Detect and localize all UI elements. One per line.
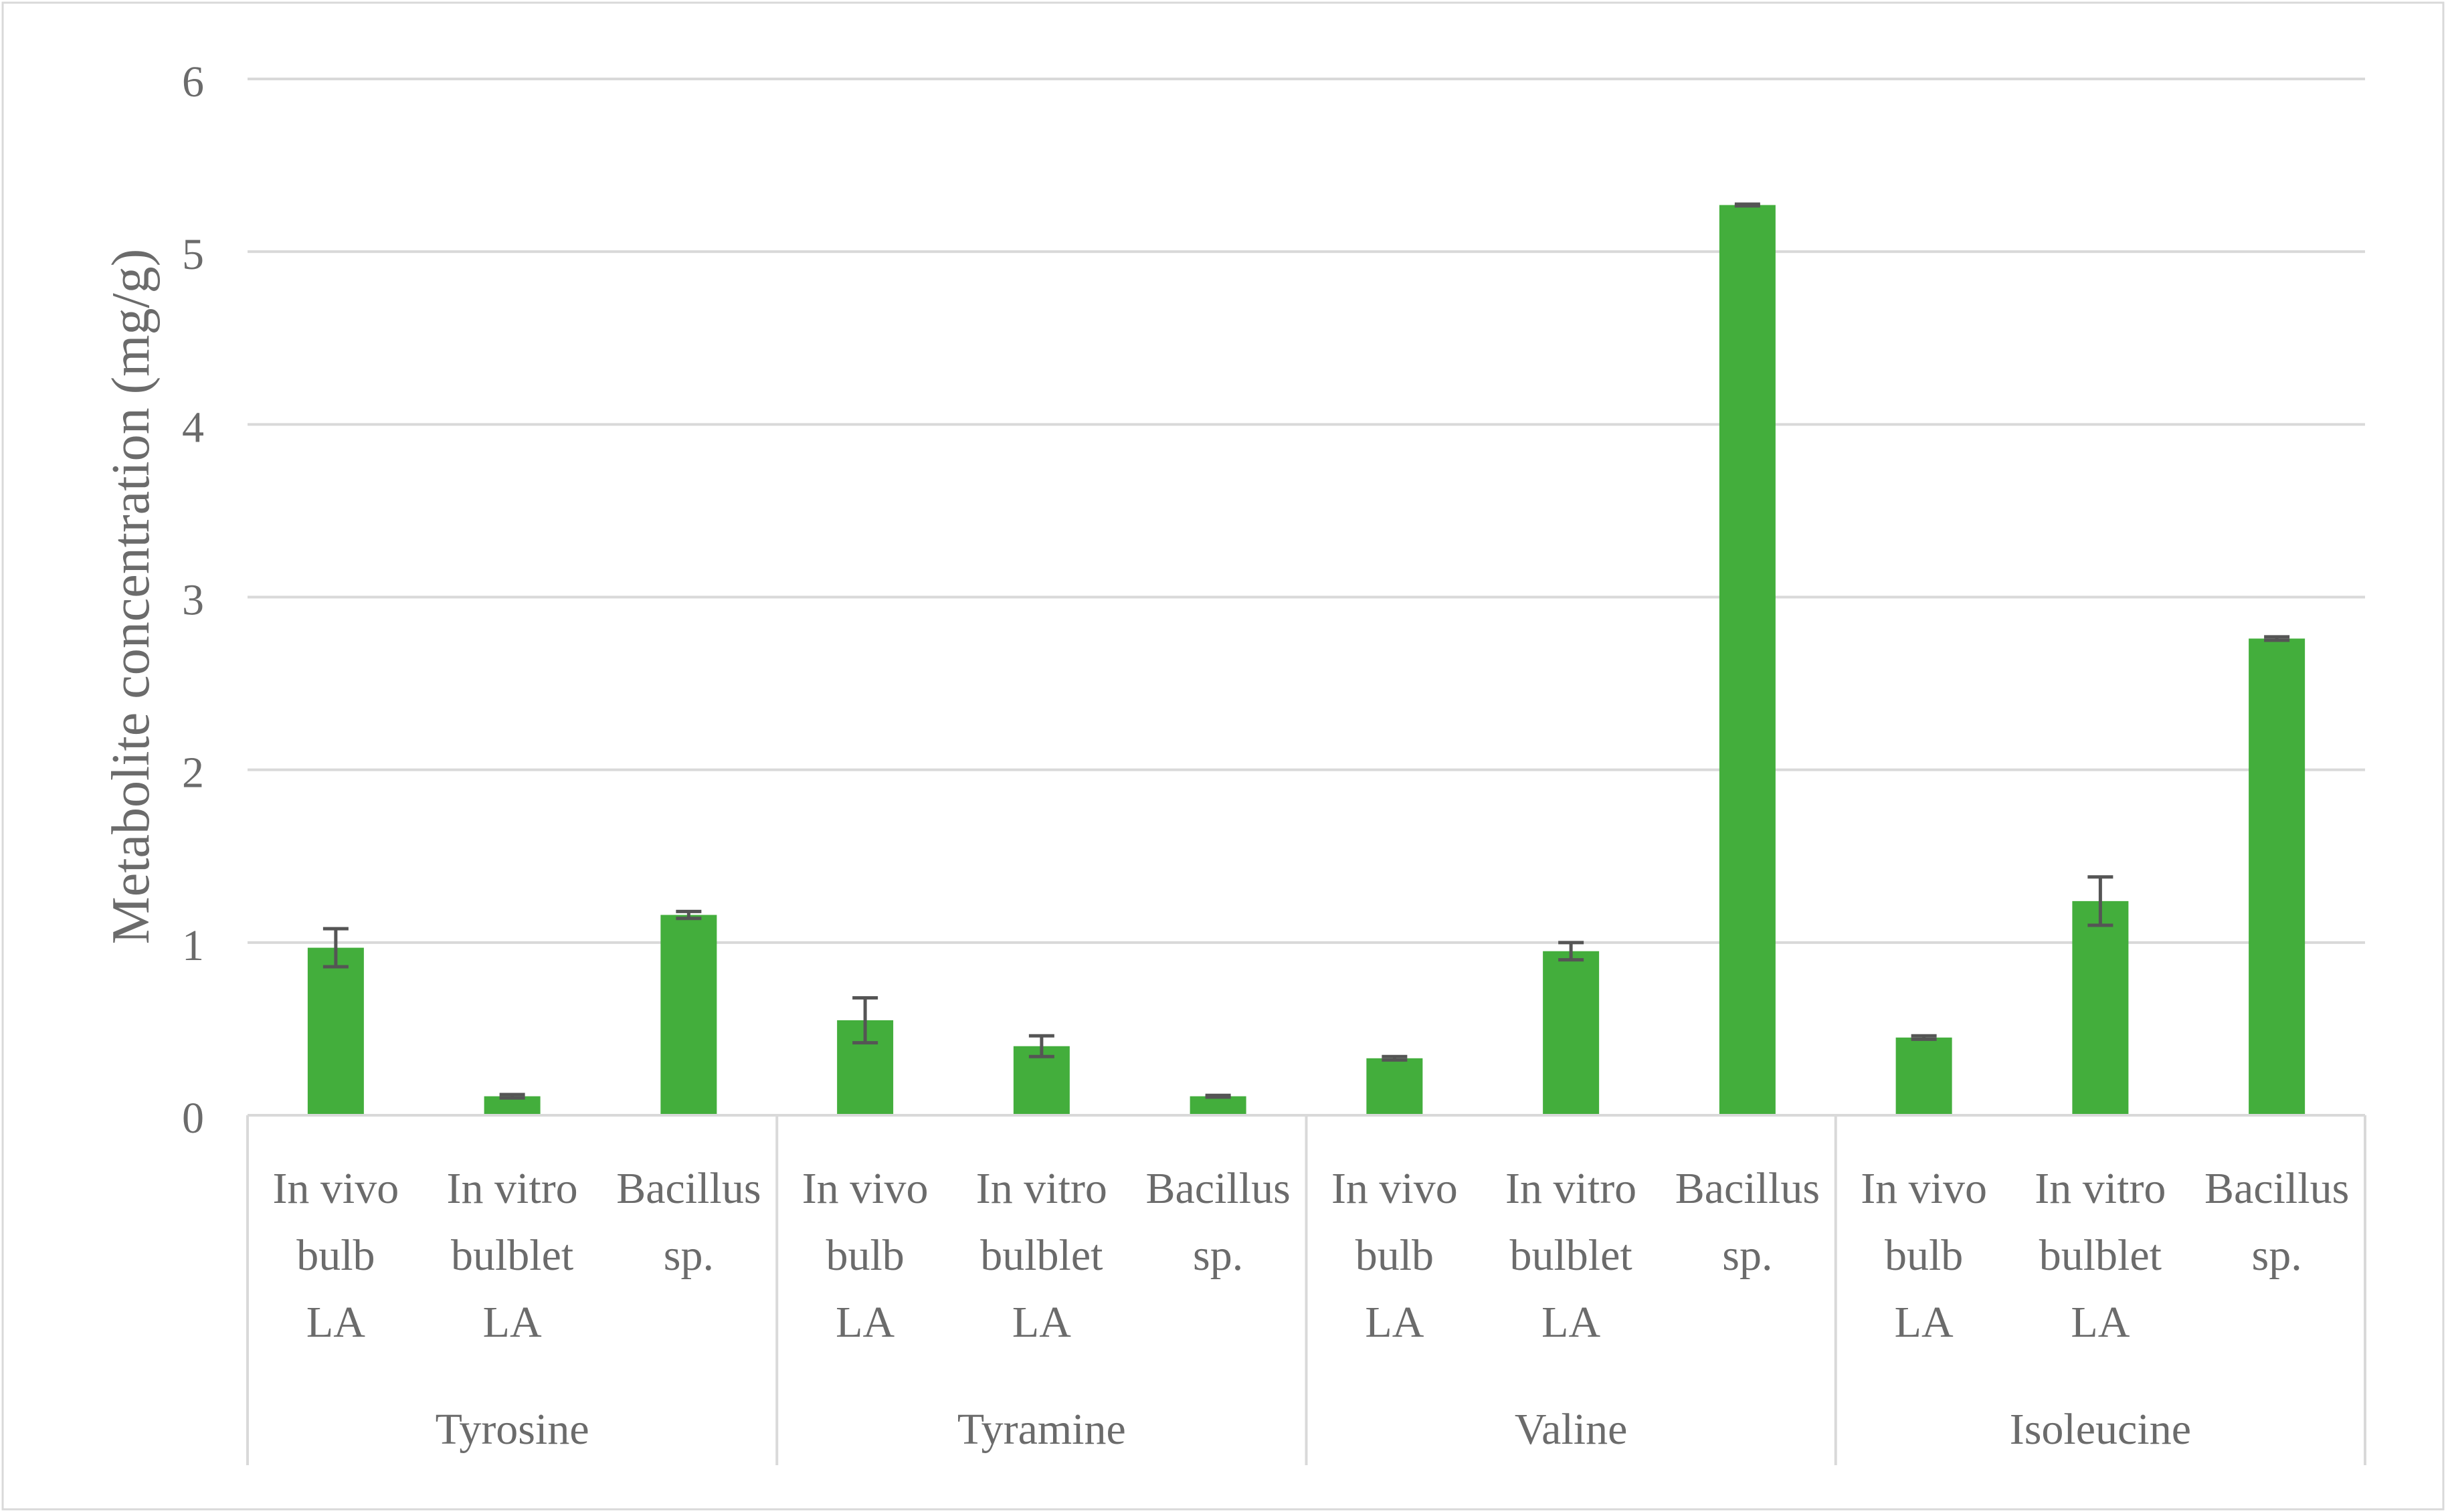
category-label: In vitro bulblet LA (2035, 1164, 2166, 1347)
category-label: In vitro bulblet LA (447, 1164, 578, 1347)
error-bar (499, 1093, 525, 1100)
category-label: Bacillus sp. (1675, 1164, 1820, 1280)
error-bar (852, 996, 878, 1045)
group-label: Isoleucine (2010, 1405, 2191, 1454)
bar (1543, 951, 1600, 1115)
bar (2072, 901, 2129, 1115)
y-axis-title: Metabolite concentration (mg/g) (102, 249, 161, 945)
y-tick-label: 1 (182, 921, 204, 970)
category-label: Bacillus sp. (1145, 1164, 1290, 1280)
category-label: Bacillus sp. (2204, 1164, 2349, 1280)
bar (1895, 1037, 1952, 1115)
bars (307, 205, 2306, 1115)
error-bar (1028, 1034, 1054, 1058)
error-bar (1734, 202, 1760, 208)
error-bar (1911, 1034, 1937, 1041)
error-bars (322, 202, 2290, 1100)
y-tick-label: 0 (182, 1094, 204, 1143)
bar (1719, 205, 1776, 1115)
bar (307, 947, 364, 1115)
error-bar (1558, 941, 1584, 962)
y-tick-label: 4 (182, 403, 204, 452)
group-label: Tyramine (957, 1405, 1126, 1454)
bar (660, 915, 717, 1115)
y-axis-ticks: 0 1 2 3 4 5 6 (182, 58, 204, 1143)
category-label: In vivo bulb LA (272, 1164, 399, 1347)
y-tick-label: 2 (182, 749, 204, 797)
category-label: In vivo bulb LA (1331, 1164, 1458, 1347)
category-label: Bacillus sp. (616, 1164, 761, 1280)
category-label: In vivo bulb LA (1861, 1164, 1987, 1347)
y-tick-label: 6 (182, 58, 204, 106)
y-tick-label: 3 (182, 576, 204, 625)
error-bar (2264, 635, 2290, 642)
y-tick-label: 5 (182, 230, 204, 279)
bar (1190, 1096, 1246, 1115)
bar (1366, 1058, 1423, 1115)
category-label: In vitro bulblet LA (976, 1164, 1107, 1347)
group-label: Tyrosine (436, 1405, 589, 1454)
bar (2249, 638, 2306, 1115)
category-label: In vitro bulblet LA (1505, 1164, 1636, 1347)
group-label: Valine (1515, 1405, 1628, 1454)
error-bar (322, 927, 349, 969)
error-bar (1205, 1093, 1231, 1099)
error-bar (676, 909, 702, 921)
category-label: In vivo bulb LA (802, 1164, 929, 1347)
error-bar (1382, 1054, 1408, 1062)
grid-lines (248, 78, 2365, 944)
error-bar (2087, 875, 2113, 927)
x-axis: In vivo bulb LA In vitro bulblet LA Bacillus sp… (246, 1114, 2366, 1465)
